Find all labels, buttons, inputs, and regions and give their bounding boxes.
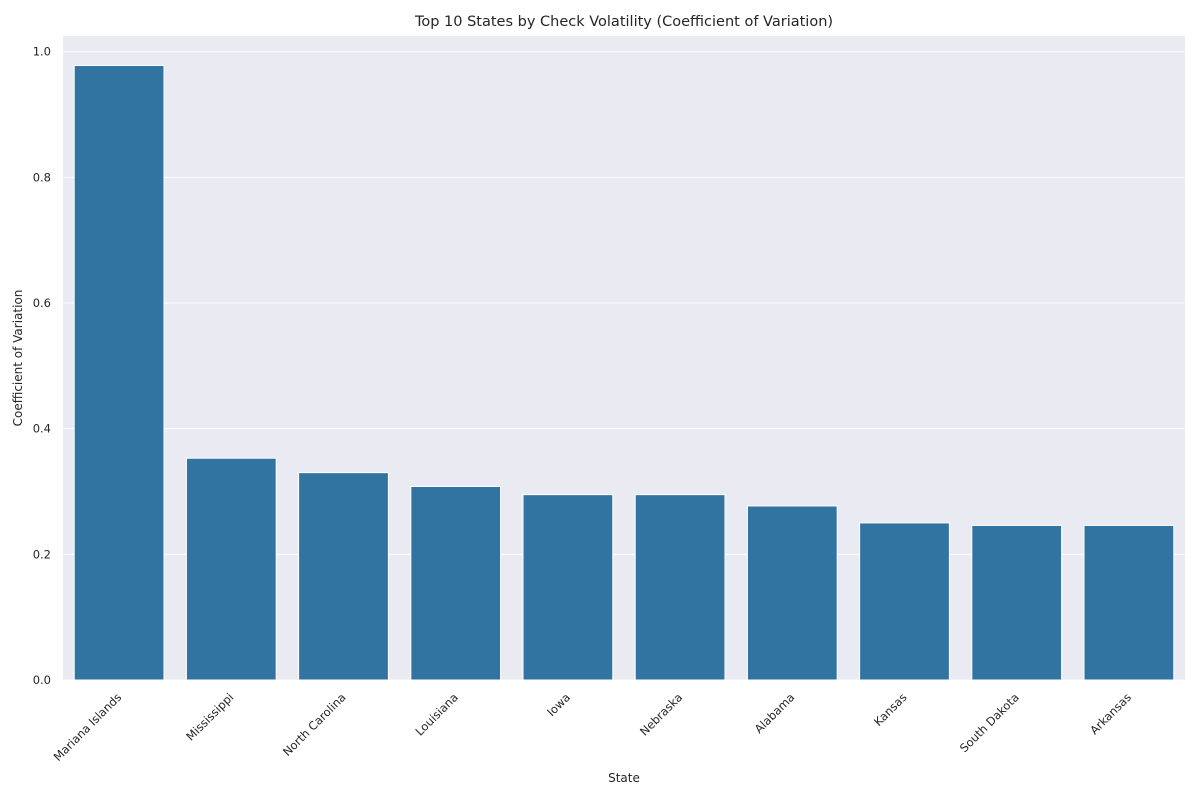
y-tick-label: 0.2: [33, 547, 51, 561]
y-axis-label: Coefficient of Variation: [11, 290, 25, 427]
bar: [746, 505, 838, 681]
x-tick-label: Alabama: [752, 690, 798, 736]
y-tick-label: 0.8: [33, 170, 51, 184]
x-tick-label: Mississippi: [183, 690, 236, 743]
bar: [1083, 524, 1175, 681]
bars: [73, 65, 1175, 681]
x-tick-label: Iowa: [544, 690, 573, 719]
bar: [298, 472, 389, 681]
x-tick-label: North Carolina: [280, 690, 349, 759]
x-axis-label: State: [608, 771, 640, 785]
y-tick-label: 0.4: [33, 422, 51, 436]
bar: [859, 522, 950, 681]
x-tick-label: Kansas: [871, 690, 910, 729]
x-tick-label: Arkansas: [1087, 690, 1134, 737]
x-tick-label: South Dakota: [957, 690, 1022, 755]
x-tick-label: Nebraska: [637, 690, 685, 738]
bar: [971, 524, 1063, 681]
y-tick-label: 1.0: [33, 45, 51, 59]
bar: [185, 457, 277, 681]
y-tick-label: 0.6: [33, 296, 51, 310]
bar: [410, 485, 502, 681]
y-axis-ticks: 0.0 0.2 0.4 0.6 0.8 1.0: [33, 45, 51, 687]
bar: [634, 494, 726, 681]
y-tick-label: 0.0: [33, 673, 51, 687]
x-tick-label: Louisiana: [413, 690, 461, 738]
bar: [73, 65, 165, 681]
x-axis-ticks: Mariana Islands Mississippi North Carolina…: [51, 690, 1134, 764]
chart-title: Top 10 States by Check Volatility (Coeff…: [414, 14, 833, 30]
bar: [522, 494, 614, 681]
x-tick-label: Mariana Islands: [51, 690, 125, 764]
